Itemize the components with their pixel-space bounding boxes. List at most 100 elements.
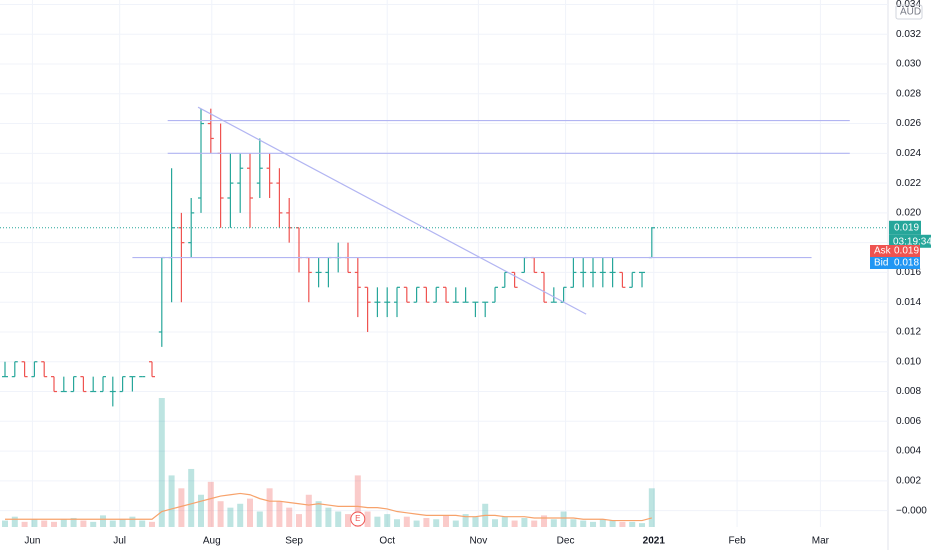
x-tick-label: Jul	[113, 536, 126, 547]
y-tick-label: 0.024	[896, 148, 921, 159]
currency-box	[895, 4, 923, 20]
last-price-badge	[889, 220, 921, 235]
volume-bar	[423, 517, 430, 527]
volume-bar	[305, 494, 312, 527]
volume-ma-line	[4, 492, 652, 522]
volume-bar	[648, 488, 655, 527]
volume-bar	[472, 516, 479, 527]
ask-name: Ask	[874, 246, 892, 257]
volume-bar	[158, 398, 165, 527]
volume-bar	[1, 520, 8, 527]
volume-bar	[119, 519, 126, 527]
volume-bar	[80, 520, 87, 527]
y-tick-label: 0.028	[896, 88, 921, 99]
volume-bar	[541, 515, 548, 527]
volume-bar	[198, 494, 205, 527]
volume-bar	[550, 519, 557, 527]
volume-bar	[168, 475, 175, 527]
volume-bar	[590, 521, 597, 527]
y-tick-label: 0.032	[896, 29, 921, 40]
volume-bar	[276, 501, 283, 527]
countdown-badge	[889, 234, 931, 248]
volume-bar	[560, 511, 567, 527]
volume-bar	[570, 519, 577, 527]
volume-bar	[266, 488, 273, 527]
trend-line	[197, 106, 587, 315]
volume-bar	[492, 519, 499, 527]
volume-bar	[207, 481, 214, 527]
volume-bar	[639, 523, 646, 527]
volume-bar	[90, 521, 97, 527]
volume-bar	[296, 514, 303, 527]
x-tick-label: Mar	[812, 536, 830, 547]
volume-bar	[345, 514, 352, 527]
x-tick-label: Dec	[557, 536, 575, 547]
volume-bar	[11, 516, 18, 527]
volume-bar	[315, 501, 322, 527]
y-tick-label: −0.000	[896, 505, 927, 516]
y-tick-label: 0.020	[896, 208, 921, 219]
volume-bar	[364, 511, 371, 527]
volume-bar	[109, 520, 116, 527]
volume-bar	[41, 520, 48, 527]
volume-bar	[256, 511, 263, 527]
y-tick-label: 0.010	[896, 356, 921, 367]
y-tick-label: 0.016	[896, 267, 921, 278]
volume-bar	[354, 475, 361, 527]
countdown-label: 03:19:34	[893, 236, 932, 247]
volume-bar	[403, 516, 410, 527]
x-tick-label: Jun	[24, 536, 40, 547]
volume-bar	[227, 507, 234, 527]
volume-bar	[413, 520, 420, 527]
volume-bar	[129, 516, 136, 527]
y-tick-label: 0.022	[896, 178, 921, 189]
volume-bar	[31, 519, 38, 527]
volume-bar	[433, 519, 440, 527]
volume-bar	[394, 519, 401, 527]
volume-bar	[70, 517, 77, 527]
volume-bar	[178, 488, 185, 527]
volume-bar	[217, 501, 224, 527]
y-tick-label: 0.030	[896, 59, 921, 70]
volume-bar	[247, 498, 254, 527]
currency-label: AUD	[900, 7, 921, 18]
bid-name: Bid	[874, 258, 888, 269]
x-tick-label: Feb	[728, 536, 746, 547]
volume-bar	[50, 521, 57, 527]
volume-bar	[531, 520, 538, 527]
volume-bar	[462, 514, 469, 527]
volume-bar	[149, 521, 156, 527]
volume-bar	[609, 520, 616, 527]
volume-bar	[501, 516, 508, 527]
volume-bar	[580, 520, 587, 527]
ask-badge	[870, 245, 920, 257]
volume-bar	[100, 515, 107, 527]
x-tick-label: Nov	[469, 536, 487, 547]
volume-bar	[629, 521, 636, 527]
y-tick-label: 0.008	[896, 386, 921, 397]
x-tick-label: Aug	[203, 536, 221, 547]
volume-bar	[374, 516, 381, 527]
bid-value: 0.018	[894, 258, 919, 269]
x-tick-label: 2021	[643, 536, 666, 547]
volume-bar	[511, 520, 518, 527]
volume-bar	[325, 507, 332, 527]
x-tick-label: Oct	[379, 536, 395, 547]
last-price-label: 0.019	[894, 222, 919, 233]
volume-bar	[443, 515, 450, 527]
x-tick-label: Sep	[285, 536, 303, 547]
volume-bar	[60, 519, 67, 527]
volume-bar	[237, 503, 244, 527]
y-tick-label: 0.006	[896, 416, 921, 427]
ask-value: 0.019	[894, 246, 919, 257]
y-tick-label: 0.014	[896, 297, 921, 308]
volume-bar	[384, 514, 391, 527]
y-tick-label: 0.002	[896, 475, 921, 486]
y-tick-label: 0.004	[896, 446, 921, 457]
volume-bar	[286, 507, 293, 527]
earnings-marker	[350, 511, 366, 527]
y-tick-label: 0.012	[896, 327, 921, 338]
volume-bar	[21, 521, 28, 527]
